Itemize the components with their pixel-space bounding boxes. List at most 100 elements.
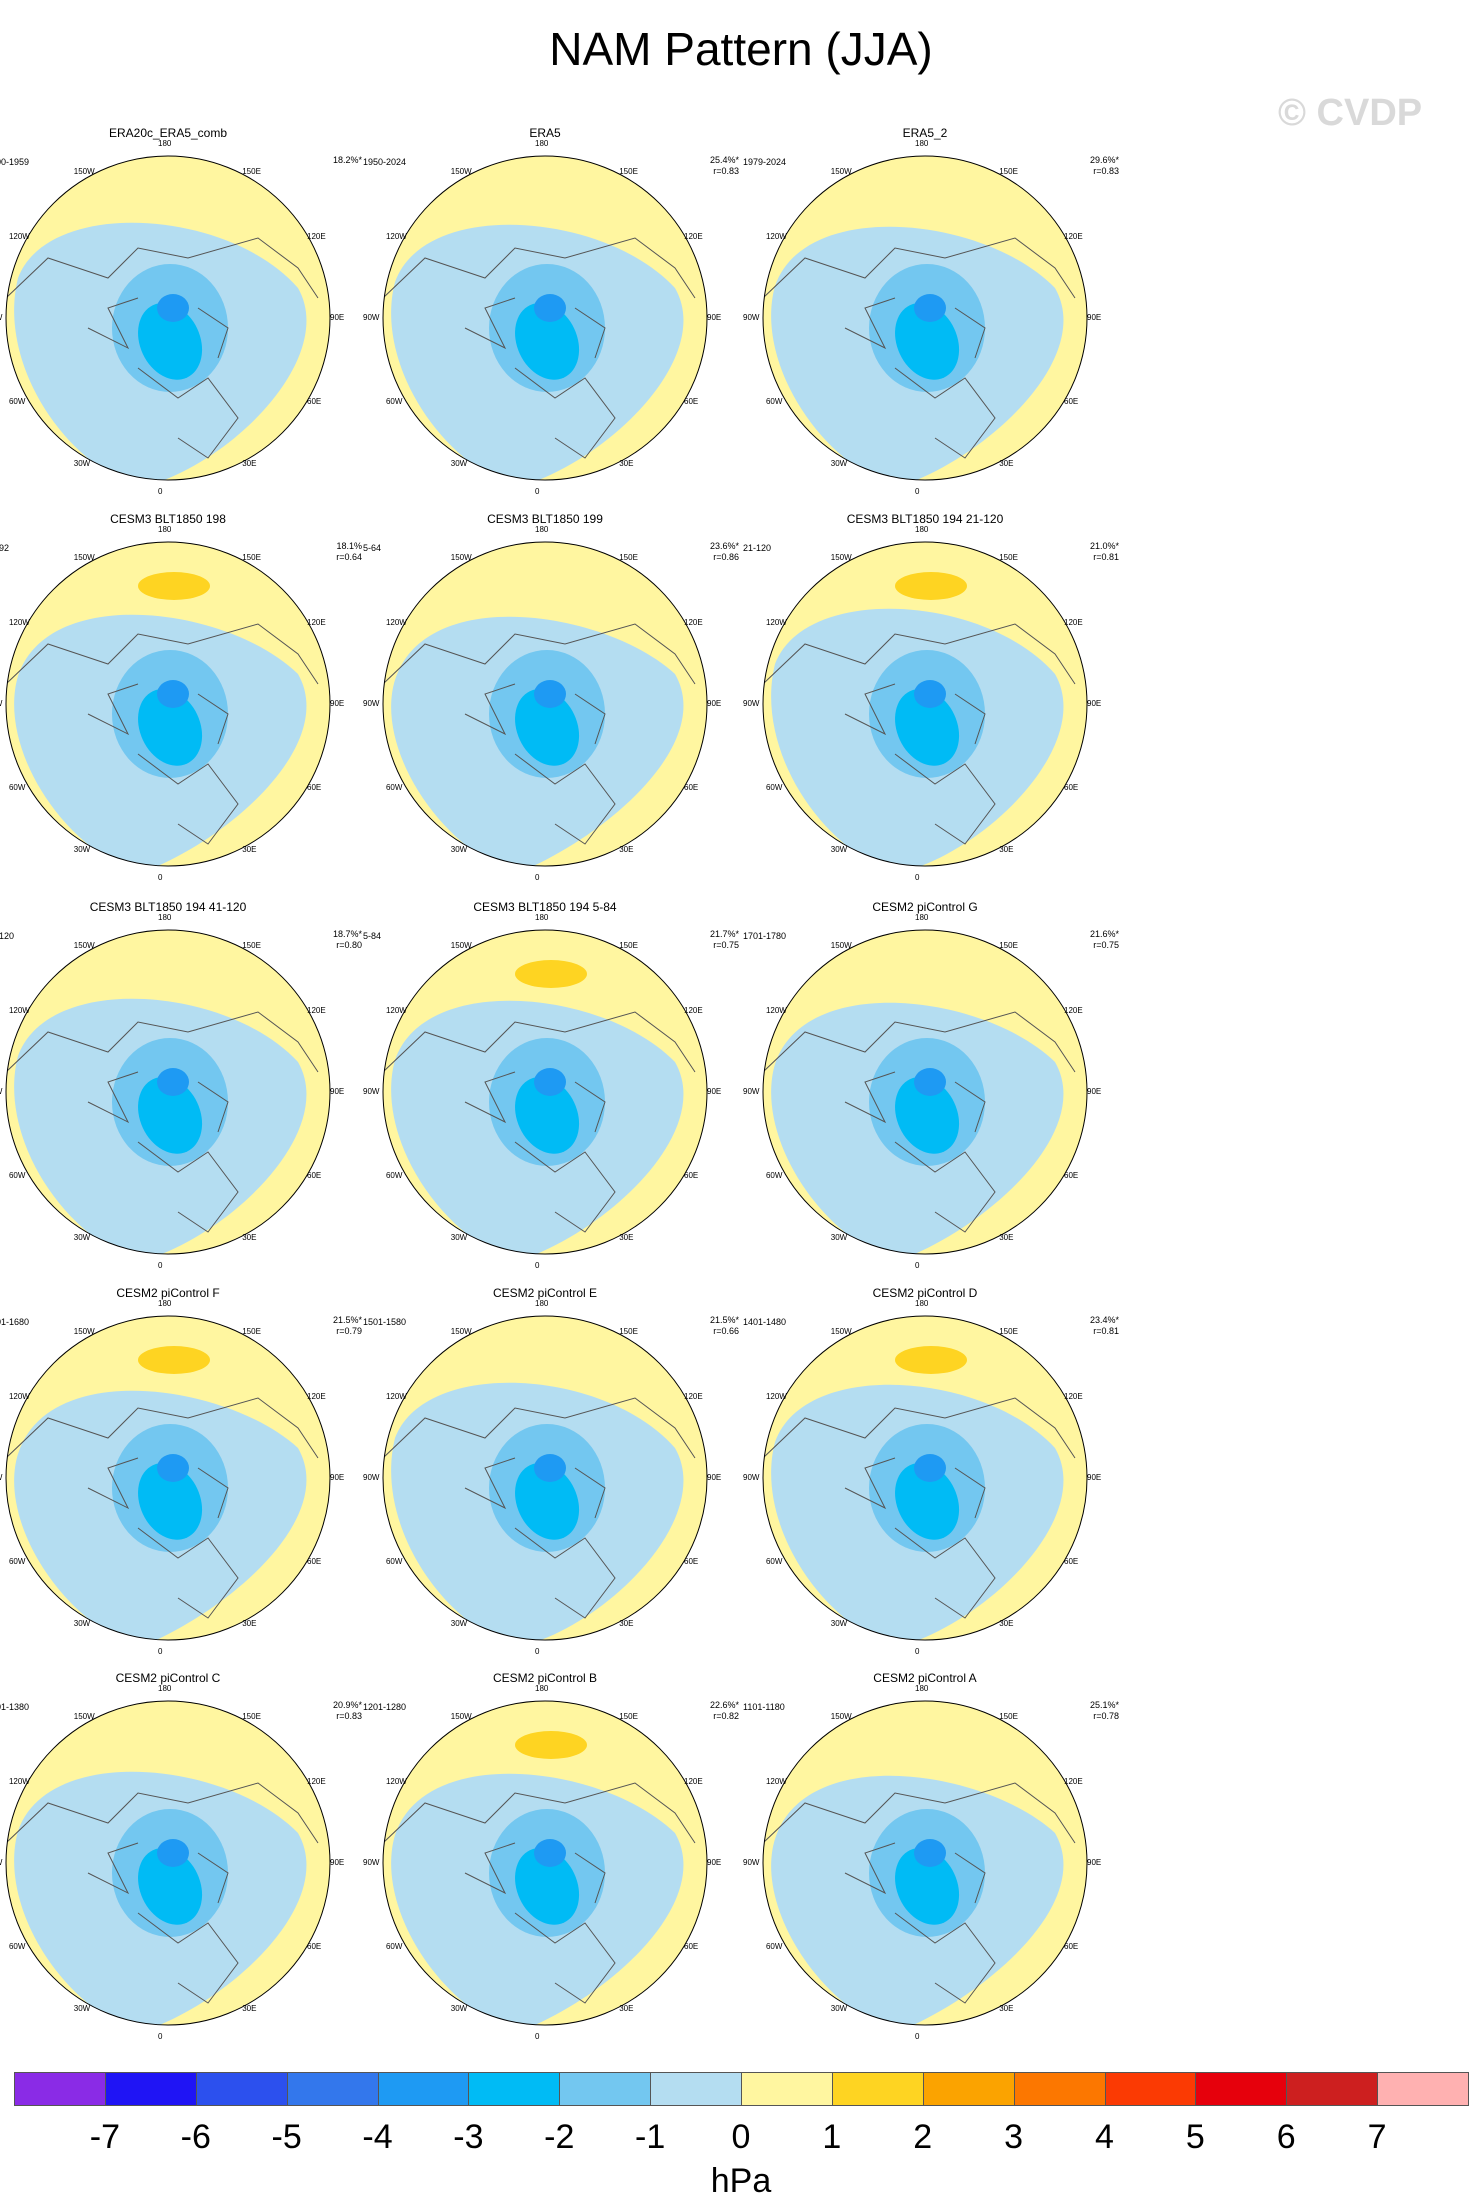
negative-contour-3 — [914, 1068, 946, 1096]
colorbar-tick-label: 6 — [1276, 2118, 1296, 2156]
coastlines — [6, 1782, 319, 2004]
longitude-label: 120W — [8, 618, 30, 627]
longitude-label: 30E — [242, 844, 257, 854]
panel-title: CESM2 piControl C — [115, 1671, 221, 1685]
longitude-label: 120W — [765, 618, 787, 627]
negative-contour-3 — [157, 680, 189, 708]
panel-stats: 21.0%* r=0.81 — [1090, 541, 1119, 563]
coastlines — [383, 1397, 696, 1619]
negative-contour-2 — [895, 1462, 960, 1540]
panel-stats: 18.2%* — [333, 155, 362, 166]
panel-stats: 20.9%* r=0.83 — [333, 1700, 362, 1722]
longitude-label: 60E — [307, 397, 322, 407]
longitude-label: 90W — [363, 1087, 380, 1096]
longitude-label: 150E — [999, 167, 1018, 177]
polar-map — [5, 929, 331, 1255]
panel-period: 21-120 — [743, 543, 772, 553]
longitude-label: 90E — [707, 313, 722, 322]
longitude-label: 60E — [1064, 397, 1079, 407]
negative-contour-3 — [157, 1068, 189, 1096]
contour-fields — [6, 1701, 330, 2025]
contour-fields — [383, 1316, 707, 1640]
contour-fields — [383, 156, 707, 480]
longitude-label: 180 — [915, 139, 929, 148]
colorbar-swatch — [286, 2072, 379, 2106]
longitude-label: 60W — [765, 397, 783, 407]
panel-period: 5-64 — [363, 543, 382, 553]
longitude-label: 30W — [450, 2003, 468, 2013]
longitude-label: 60W — [8, 783, 26, 793]
map-panel: ERA20c_ERA5_comb 1900-1959 18.2%* 180 150E 12… — [0, 122, 368, 522]
longitude-label: 60W — [385, 1942, 403, 1952]
longitude-label: 60E — [684, 397, 699, 407]
panel-stats: 23.4%* r=0.81 — [1090, 1315, 1119, 1337]
longitude-label: 60E — [1064, 1942, 1079, 1952]
longitude-label: 150E — [242, 1327, 261, 1337]
map-panel: CESM2 piControl F 1601-1680 21.5%*r=0.79 18… — [0, 1282, 368, 1682]
map-panel: CESM2 piControl B 1201-1280 22.6%* r=0.82 18… — [345, 1667, 745, 2067]
colorbar-swatch — [1013, 2072, 1106, 2106]
negative-contour-2 — [515, 688, 580, 766]
contour-fields — [763, 1701, 1087, 2025]
negative-contour-3 — [157, 1839, 189, 1867]
longitude-label: 60W — [765, 1171, 783, 1181]
longitude-label: 60E — [307, 1942, 322, 1952]
longitude-label: 30E — [619, 1232, 634, 1242]
map-boundary — [382, 155, 708, 481]
longitude-label: 30W — [830, 458, 848, 468]
map-boundary — [382, 1315, 708, 1641]
map-panel: ERA5 1950-2024 25.4%* r=0.83 180 150E 120E 90E 6… — [345, 122, 745, 522]
panel-period: 13-92 — [0, 543, 10, 553]
longitude-label: 180 — [158, 1684, 172, 1693]
longitude-label: 30E — [242, 1232, 257, 1242]
panel-title: CESM3 BLT1850 194 5-84 — [473, 900, 617, 914]
panel-period: 1401-1480 — [743, 1317, 787, 1327]
panel-variance: 18.2%* — [332, 155, 362, 165]
longitude-label: 180 — [535, 525, 549, 534]
panel-stats: 29.6%* r=0.83 — [1090, 155, 1119, 177]
longitude-label: 30W — [73, 1232, 91, 1242]
longitude-label: 120E — [684, 618, 703, 627]
longitude-label: 60E — [1064, 783, 1079, 793]
watermark: © CVDP — [1278, 92, 1423, 134]
longitude-label: 120E — [307, 1777, 326, 1786]
map-panel: CESM3 BLT1850 198 13-92 18.1%r=0.64 180 150E… — [0, 508, 368, 908]
polar-map — [382, 1315, 708, 1641]
negative-contour-3 — [914, 1454, 946, 1482]
polar-map — [382, 1700, 708, 2026]
colorbar-swatch — [195, 2072, 288, 2106]
longitude-label: 90W — [0, 313, 2, 322]
panel-stats: 25.4%* r=0.83 — [710, 155, 739, 177]
negative-contour-2 — [515, 1076, 580, 1154]
longitude-label: 0 — [158, 2032, 163, 2041]
map-panel: CESM2 piControl E 1501-1580 21.5%* r=0.66 18… — [345, 1282, 745, 1682]
longitude-label: 60E — [307, 1557, 322, 1567]
longitude-label: 120E — [307, 618, 326, 627]
longitude-label: 90E — [330, 1473, 345, 1482]
coastlines — [6, 623, 319, 845]
panel-correlation: r=0.82 — [713, 1711, 739, 1721]
longitude-label: 30W — [73, 2003, 91, 2013]
longitude-label: 150W — [450, 1327, 472, 1337]
negative-contour-2 — [138, 1076, 203, 1154]
colorbar-tick-label: -7 — [89, 2118, 120, 2156]
longitude-label: 180 — [535, 1684, 549, 1693]
panel-stats: 21.5%* r=0.66 — [710, 1315, 739, 1337]
map-grid: ERA20c_ERA5_comb 1900-1959 18.2%* 180 150E 12… — [0, 122, 1125, 2041]
longitude-label: 0 — [915, 2032, 920, 2041]
polar-map — [762, 541, 1088, 867]
polar-map — [5, 1315, 331, 1641]
coastlines — [383, 1011, 696, 1233]
map-panel: CESM3 BLT1850 194 21-120 21-120 21.0%* r=0.… — [725, 508, 1125, 908]
map-panel: CESM3 BLT1850 194 41-120 41-120 18.7%*r=0.… — [0, 896, 368, 1296]
contour-fields — [6, 156, 330, 480]
colorbar-tick-label: -4 — [362, 2118, 393, 2156]
colorbar-tick-label: 2 — [913, 2118, 933, 2156]
panel-correlation: r=0.80 — [336, 940, 362, 950]
longitude-label: 90W — [0, 1087, 2, 1096]
panel-title: CESM2 piControl B — [492, 1671, 598, 1685]
longitude-label: 120W — [765, 1006, 787, 1015]
positive-contour-1 — [895, 1346, 967, 1374]
negative-contour-2 — [138, 1462, 203, 1540]
longitude-label: 60E — [307, 783, 322, 793]
